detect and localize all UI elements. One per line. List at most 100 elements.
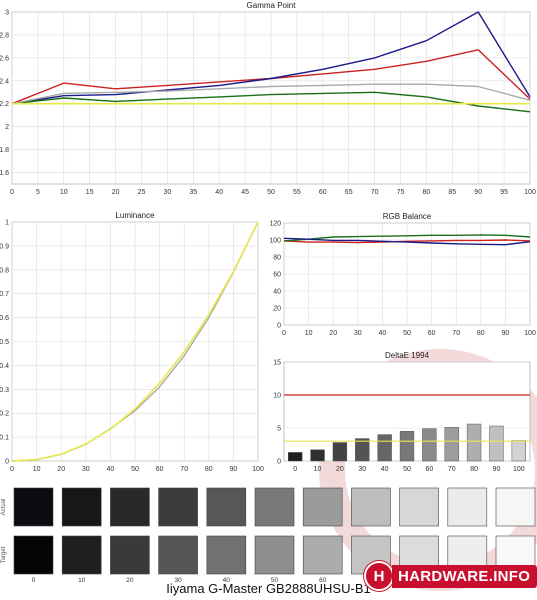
gamma-y-tick-label: 2.6 [0,55,9,62]
rgb-x-tick-label: 70 [452,330,460,337]
gamma-x-tick-label: 5 [36,189,40,196]
luminance-x-tick-label: 40 [107,466,115,473]
gamma-y-tick-label: 1.8 [0,147,9,154]
luminance-x-tick-label: 10 [33,466,41,473]
deltae-bar [355,438,370,462]
deltae-bar [287,452,303,462]
logo-initial: H [373,567,385,585]
deltae-x-tick-label: 0 [293,466,297,473]
gamma-x-tick-label: 0 [10,189,14,196]
deltae-x-tick-label: 40 [381,466,389,473]
luminance-x-tick-label: 50 [131,466,139,473]
deltae-bar [399,431,415,462]
gamma-x-tick-label: 70 [371,189,379,196]
luminance-x-tick-label: 90 [230,466,238,473]
swatch-actual [110,487,150,527]
swatch-label: 0 [32,577,36,584]
luminance-y-tick-label: 0 [5,459,9,466]
swatch-actual [351,487,391,527]
rgb-title: RGB Balance [383,212,432,221]
swatch-label: 10 [78,577,86,584]
deltae-bar [332,442,348,462]
deltae-x-tick-label: 30 [358,466,366,473]
deltae-y-tick-label: 15 [273,360,281,367]
gamma-y-tick-label: 3 [5,10,9,17]
monitor-caption: Iiyama G-Master GB2888UHSU-B1 [166,581,371,596]
deltae-x-tick-label: 70 [448,466,456,473]
gamma-x-tick-label: 60 [319,189,327,196]
deltae-y-tick-label: 5 [277,426,281,433]
rgb-y-tick-label: 20 [273,306,281,313]
deltae-title: DeltaE 1994 [385,351,430,360]
luminance-x-tick-label: 100 [252,466,264,473]
swatch-label: 20 [126,577,134,584]
hardware-info-logo: H HARDWARE.INFO [364,561,537,591]
swatch-actual [206,487,247,527]
swatch-label: 40 [223,577,231,584]
gamma-series-green [11,91,531,113]
gamma-y-tick-label: 2.4 [0,78,9,85]
deltae-x-tick-label: 60 [425,466,433,473]
rgb-x-tick-label: 0 [282,330,286,337]
gamma-series-gray [11,83,531,105]
swatch-actual [302,487,343,527]
deltae-bar [310,449,325,462]
gamma-x-tick-label: 45 [241,189,249,196]
gamma-x-tick-label: 25 [138,189,146,196]
logo-text: HARDWARE.INFO [392,564,537,588]
gamma-x-tick-label: 10 [60,189,68,196]
luminance-y-tick-label: 0.9 [0,243,9,250]
swatch-target [254,535,295,575]
rgb-y-tick-label: 100 [269,238,281,245]
rgb-x-tick-label: 50 [403,330,411,337]
swatch-target [61,535,102,575]
luminance-y-tick-label: 1 [5,220,9,227]
swatch-actual [447,487,488,527]
deltae-bar [444,427,459,462]
gamma-x-tick-label: 35 [189,189,197,196]
rgb-y-tick-label: 0 [277,323,281,330]
gamma-x-tick-label: 50 [267,189,275,196]
gamma-x-tick-label: 30 [164,189,172,196]
swatch-actual [254,487,295,527]
rgb-x-tick-label: 10 [305,330,313,337]
gamma-y-tick-label: 2.2 [0,101,9,108]
deltae-bar [377,434,392,462]
deltae-bar [422,428,437,462]
rgb-chart: RGB Balance 0 20 40 60 80 100 120 0 10 20 30 40 50 60 7… [269,212,536,337]
swatch-row-label-actual: Actual [1,499,7,516]
swatch-target [13,535,54,575]
luminance-x-tick-label: 60 [156,466,164,473]
swatch-actual [158,487,198,527]
deltae-y-tick-label: 10 [273,393,281,400]
logo-disc-icon: H [364,561,394,591]
deltae-bar [511,440,527,462]
swatch-label: 50 [271,577,279,584]
rgb-y-tick-label: 40 [273,289,281,296]
rgb-y-tick-label: 60 [273,272,281,279]
luminance-x-tick-label: 70 [180,466,188,473]
rgb-x-tick-label: 90 [502,330,510,337]
gamma-x-tick-label: 55 [293,189,301,196]
gray-swatches: ActualTarget010203040506070 [1,487,536,584]
deltae-x-tick-label: 50 [403,466,411,473]
luminance-y-tick-label: 0.1 [0,435,9,442]
swatch-actual [495,487,536,527]
deltae-y-tick-label: 0 [277,459,281,466]
deltae-x-tick-label: 90 [493,466,501,473]
rgb-x-tick-label: 60 [428,330,436,337]
gamma-x-tick-label: 80 [423,189,431,196]
gamma-x-tick-label: 95 [500,189,508,196]
gamma-x-tick-label: 65 [345,189,353,196]
rgb-x-tick-label: 20 [329,330,337,337]
deltae-x-tick-label: 100 [513,466,525,473]
deltae-x-tick-label: 20 [336,466,344,473]
swatch-label: 60 [319,577,327,584]
rgb-x-tick-label: 80 [477,330,485,337]
gamma-x-tick-label: 40 [215,189,223,196]
gamma-x-tick-label: 75 [397,189,405,196]
luminance-y-tick-label: 0.6 [0,315,9,322]
